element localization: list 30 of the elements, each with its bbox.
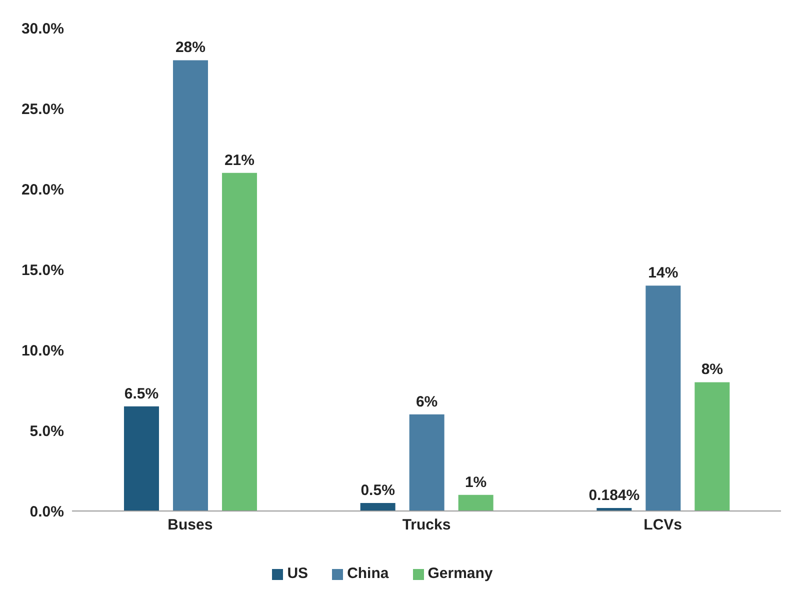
y-tick-label: 0.0% <box>30 503 64 520</box>
bar <box>646 286 681 511</box>
y-tick-label: 20.0% <box>21 181 64 198</box>
legend-label: Germany <box>428 565 493 582</box>
data-label: 0.184% <box>588 487 640 504</box>
legend-label: US <box>287 565 308 582</box>
y-tick-label: 15.0% <box>21 262 64 279</box>
data-label: 21% <box>224 152 255 169</box>
y-tick-label: 25.0% <box>21 100 64 118</box>
y-tick-label: 10.0% <box>21 342 64 360</box>
bar <box>124 406 159 511</box>
bar <box>172 60 208 511</box>
data-label: 8% <box>701 361 724 378</box>
bar <box>222 172 257 511</box>
y-tick-label: 30.0% <box>21 20 64 38</box>
legend-label: China <box>347 565 389 582</box>
x-tick-label: LCVs <box>644 516 682 534</box>
data-label: 0.5% <box>360 482 395 499</box>
data-label: 14% <box>648 264 678 282</box>
x-tick-label: Buses <box>168 516 213 534</box>
bar <box>360 502 396 511</box>
bar <box>409 414 444 511</box>
data-label: 6.5% <box>124 385 159 402</box>
data-label: 28% <box>175 39 206 56</box>
bar <box>694 382 730 511</box>
x-tick-label: Trucks <box>402 516 451 534</box>
bar <box>458 494 494 511</box>
data-label: 6% <box>416 393 438 410</box>
data-label: 1% <box>464 474 487 491</box>
y-tick-label: 5.0% <box>30 422 64 440</box>
